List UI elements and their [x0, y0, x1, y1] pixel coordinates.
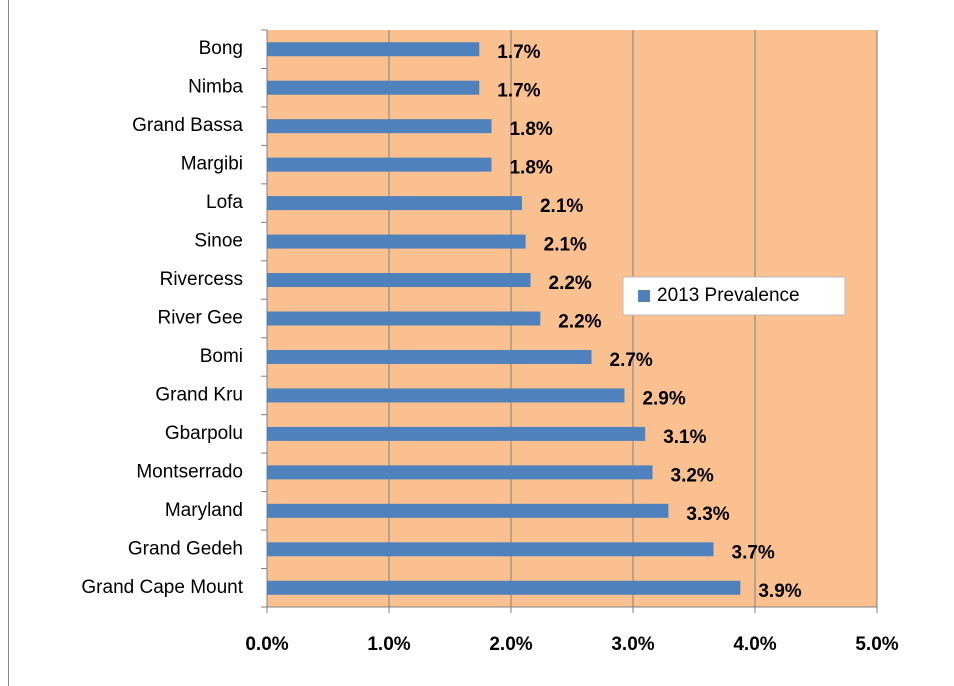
- legend-box: [622, 276, 846, 316]
- x-tick-label: 1.0%: [367, 634, 410, 655]
- data-label: 3.2%: [671, 465, 714, 486]
- y-tick-label: Grand Bassa: [132, 115, 243, 136]
- bar: [267, 311, 541, 326]
- data-label: 1.8%: [509, 158, 552, 179]
- bar: [267, 157, 492, 172]
- y-tick-label: Lofa: [206, 192, 243, 213]
- bar: [267, 580, 741, 595]
- data-label: 2.2%: [558, 312, 601, 333]
- y-tick-label: Bomi: [200, 346, 243, 367]
- y-tick-label: Rivercess: [160, 269, 243, 290]
- bar: [267, 426, 646, 441]
- data-label: 1.7%: [497, 81, 540, 102]
- y-tick-label: Montserrado: [136, 461, 243, 482]
- y-tick-label: Grand Kru: [155, 384, 243, 405]
- y-tick-label: Gbarpolu: [165, 423, 243, 444]
- bar: [267, 503, 669, 518]
- data-label: 2.1%: [540, 196, 583, 217]
- x-tick-label: 4.0%: [733, 634, 776, 655]
- data-label: 3.7%: [732, 542, 775, 563]
- y-tick-label: Sinoe: [194, 231, 243, 252]
- bar: [267, 273, 531, 288]
- data-label: 1.7%: [497, 42, 540, 63]
- bar: [267, 465, 653, 480]
- bar: [267, 542, 714, 557]
- bar: [267, 234, 526, 249]
- y-tick-label: Maryland: [165, 500, 243, 521]
- bar: [267, 119, 492, 134]
- data-label: 3.9%: [758, 581, 801, 602]
- y-tick-label: Grand Gedeh: [128, 538, 243, 559]
- y-tick-label: Bong: [199, 38, 243, 59]
- data-label: 1.8%: [509, 119, 552, 140]
- legend-label: 2013 Prevalence: [657, 285, 800, 306]
- data-label: 2.2%: [549, 273, 592, 294]
- x-tick-label: 3.0%: [611, 634, 654, 655]
- y-tick-label: River Gee: [157, 308, 243, 329]
- data-label: 2.1%: [544, 235, 587, 256]
- data-label: 3.1%: [663, 427, 706, 448]
- data-label: 2.7%: [610, 350, 653, 371]
- data-label: 3.3%: [686, 504, 729, 525]
- bar: [267, 196, 522, 211]
- x-tick-label: 5.0%: [855, 634, 898, 655]
- y-tick-label: Grand Cape Mount: [81, 577, 243, 598]
- x-tick-label: 0.0%: [245, 634, 288, 655]
- y-tick-label: Margibi: [181, 154, 243, 175]
- bar: [267, 42, 480, 57]
- bar: [267, 388, 625, 403]
- bar: [267, 349, 592, 364]
- bar: [267, 80, 480, 95]
- data-label: 2.9%: [642, 388, 685, 409]
- y-tick-label: Nimba: [188, 77, 243, 98]
- legend-swatch: [638, 290, 650, 302]
- x-tick-label: 2.0%: [489, 634, 532, 655]
